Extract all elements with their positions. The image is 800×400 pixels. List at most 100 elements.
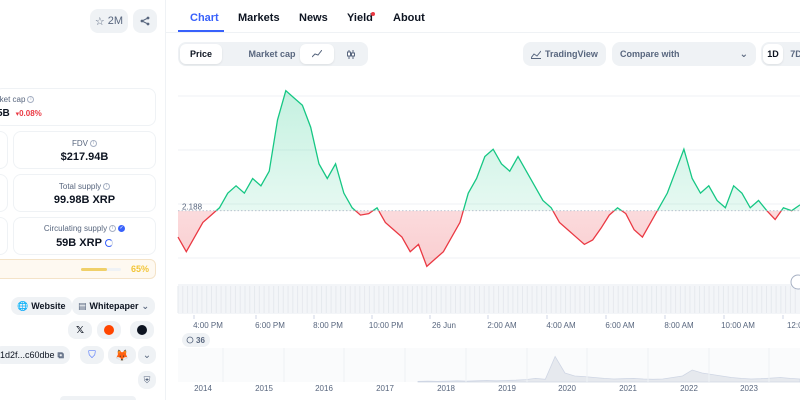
metamask-icon: 🦊	[115, 349, 129, 362]
chevron-down-icon: ⌄	[739, 48, 748, 60]
shield-link[interactable]: ⛉	[80, 346, 104, 364]
navigator-tick-label: 2023	[740, 384, 758, 393]
total-supply-value: 99.98B XRP	[53, 194, 116, 206]
tabs-divider	[166, 32, 800, 33]
verified-icon: ✓	[118, 225, 126, 233]
contract-address[interactable]: 1d2f...c60dbe ⧉	[0, 346, 70, 364]
range-1d[interactable]: 1D	[763, 44, 783, 64]
compare-with-select[interactable]: Compare with ⌄	[612, 42, 756, 66]
info-icon[interactable]: i	[103, 183, 111, 191]
website-label: Website	[31, 301, 66, 311]
shield-icon: ⛉	[88, 349, 96, 361]
contract-address-text: 1d2f...c60dbe	[0, 350, 55, 360]
market-cap-change: 0.08%	[19, 109, 42, 118]
more-wallets-button[interactable]: ⌄	[138, 346, 156, 364]
line-chart-icon	[312, 50, 322, 58]
website-link[interactable]: 🌐 Website	[11, 297, 72, 315]
watchlist-button[interactable]: ☆ 2M	[90, 9, 128, 33]
copy-icon[interactable]: ⧉	[57, 349, 64, 360]
reset-zoom-button[interactable]	[790, 274, 800, 290]
navigator-tick-label: 2018	[437, 384, 455, 393]
x-icon: 𝕏	[75, 324, 85, 336]
price-area-up	[178, 90, 800, 211]
x-tick-label: 4:00 AM	[546, 321, 576, 330]
tab-news[interactable]: News	[299, 12, 328, 24]
x-tick-label: 6:00 AM	[605, 321, 635, 330]
navigator-tick-label: 2017	[376, 384, 394, 393]
baseline-label: 2.188	[182, 203, 203, 212]
navigator-tick-label: 2014	[194, 384, 212, 393]
cropped-stat-box	[0, 131, 8, 169]
candlestick-toggle[interactable]	[336, 44, 366, 64]
history-badge-count: 36	[196, 336, 205, 345]
chart-icon	[531, 50, 541, 59]
whitepaper-link[interactable]: ▤ Whitepaper ⌄	[72, 297, 156, 315]
market-cap-toggle[interactable]: Market cap	[248, 49, 296, 59]
x-tick-label: 10:00 AM	[721, 321, 755, 330]
price-chart[interactable]: 2.188 4:00 PM 6:00 PM 8:00 PM 10:00 PM 26 Jun…	[166, 66, 800, 400]
line-chart-toggle[interactable]	[300, 44, 334, 64]
circulating-supply-box: Circulating supply i ✓ 59B XRP	[13, 217, 156, 255]
range-7d[interactable]: 7D	[790, 49, 800, 59]
star-icon: ☆	[94, 15, 105, 28]
security-audit-button[interactable]: ⛨	[138, 371, 156, 389]
range-toggle: 1D 7D	[761, 42, 800, 66]
fdv-value: $217.94B	[60, 151, 109, 163]
reddit-icon	[104, 325, 114, 335]
info-icon[interactable]: i	[27, 96, 35, 104]
tab-chart[interactable]: Chart	[190, 12, 219, 24]
price-line-up	[215, 89, 800, 211]
tradingview-label: TradingView	[545, 49, 598, 59]
chart-style-toggle	[298, 42, 368, 66]
x-tick-label: 4:00 PM	[193, 321, 223, 330]
supply-progress-track	[81, 268, 121, 271]
supply-progress-fill	[81, 268, 107, 271]
globe-icon: 🌐	[17, 300, 29, 311]
cropped-chip	[60, 396, 136, 400]
whitepaper-label: Whitepaper	[89, 301, 139, 311]
info-icon[interactable]: i	[90, 140, 97, 148]
price-toggle[interactable]: Price	[180, 44, 222, 64]
metamask-button[interactable]: 🦊	[108, 346, 136, 364]
navigator-tick-label: 2021	[619, 384, 637, 393]
cropped-stat-box	[0, 174, 8, 212]
reddit-link[interactable]	[97, 321, 121, 339]
share-button[interactable]	[133, 9, 157, 33]
active-tab-indicator	[178, 30, 224, 32]
x-tick-label: 10:00 PM	[369, 321, 404, 330]
github-icon	[137, 325, 147, 335]
tab-yield[interactable]: Yield	[347, 12, 373, 24]
tab-markets[interactable]: Markets	[238, 12, 280, 24]
market-cap-value: 5B	[0, 108, 10, 119]
cropped-stat-box	[0, 217, 8, 255]
new-badge-dot	[371, 12, 375, 16]
x-twitter-link[interactable]: 𝕏	[68, 321, 92, 339]
navigator-series	[417, 355, 800, 383]
document-icon: ▤	[78, 300, 87, 311]
x-tick-label: 26 Jun	[432, 321, 456, 330]
x-tick-label: 12:00	[787, 321, 800, 330]
watchlist-count: 2M	[107, 15, 124, 27]
tab-about[interactable]: About	[393, 12, 425, 24]
history-badge[interactable]	[182, 333, 210, 347]
chart-type-toggle: Price Market cap	[178, 42, 321, 66]
tradingview-button[interactable]: TradingView	[523, 42, 606, 66]
total-supply-box: Total supply i 99.98B XRP	[13, 174, 156, 212]
x-tick-label: 6:00 PM	[255, 321, 285, 330]
supply-progress-row: 65%	[0, 259, 156, 279]
github-link[interactable]	[130, 321, 154, 339]
clock-icon	[186, 336, 194, 344]
navigator-tick-label: 2016	[315, 384, 333, 393]
spinner-icon	[104, 239, 113, 248]
caret-down-icon: ▾	[15, 111, 20, 118]
circulating-supply-label: Circulating supply	[43, 224, 108, 233]
fdv-label: FDV	[72, 139, 88, 148]
shield-check-icon: ⛨	[143, 374, 151, 385]
info-icon[interactable]: i	[109, 225, 117, 233]
supply-progress-percent: 65%	[130, 264, 149, 274]
fdv-box: FDV i $217.94B	[13, 131, 156, 169]
candlestick-icon	[347, 49, 355, 59]
navigator-tick-label: 2020	[558, 384, 576, 393]
compare-placeholder: Compare with	[620, 49, 680, 59]
